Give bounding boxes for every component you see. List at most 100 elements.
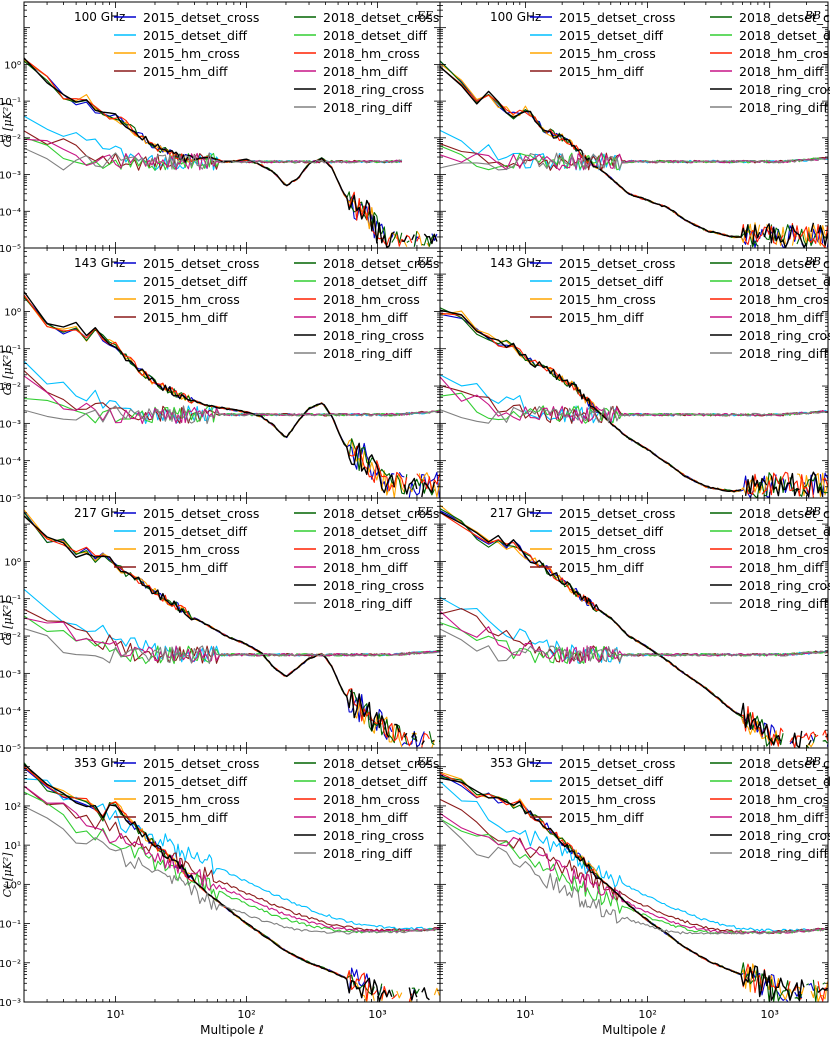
series-2018_detset_diff: [440, 392, 828, 424]
x-tick-label: 10²: [237, 1008, 255, 1021]
series-group: [440, 505, 828, 748]
series-2018_hm_diff: [440, 376, 828, 424]
panel-spectrum-label: EE: [416, 505, 433, 518]
legend-label: 2015_detset_diff: [559, 774, 663, 789]
y-tick-label: 10⁻³: [0, 171, 21, 182]
panel-frequency-label: 143 GHz: [490, 256, 541, 270]
panel-frequency-label: 217 GHz: [490, 506, 541, 520]
y-tick-label: 10²: [4, 802, 21, 813]
legend-label: 2018_hm_diff: [739, 64, 824, 79]
legend-label: 2018_ring_cross: [323, 828, 424, 843]
series-2015_detset_diff: [440, 781, 828, 933]
series-2018_hm_cross: [440, 772, 828, 1002]
legend-label: 2018_ring_diff: [323, 846, 412, 861]
series-2018_ring_diff: [440, 405, 828, 424]
legend-label: 2015_detset_cross: [559, 10, 675, 25]
y-tick-label: 10⁻³: [0, 998, 21, 1009]
x-axis-label: Multipole ℓ: [200, 1023, 264, 1037]
legend-label: 2018_detset_cross: [739, 506, 830, 521]
legend-label: 2015_detset_cross: [143, 506, 259, 521]
series-2015_detset_diff: [24, 778, 440, 931]
legend-label: 2018_ring_cross: [323, 328, 424, 343]
legend-label: 2018_hm_cross: [739, 46, 830, 61]
series-2018_hm_diff: [440, 812, 828, 935]
legend-label: 2018_hm_cross: [323, 46, 420, 61]
series-2018_detset_diff: [24, 615, 440, 665]
panel-frequency-label: 100 GHz: [490, 10, 541, 24]
legend-label: 2015_detset_cross: [143, 756, 259, 771]
legend-label: 2018_hm_cross: [323, 542, 420, 557]
y-tick-label: 10⁻³: [0, 419, 21, 430]
y-tick-label: 10⁰: [4, 557, 21, 568]
panel-frame: [439, 747, 829, 1003]
legend-label: 2018_detset_diff: [323, 774, 427, 789]
legend-label: 2015_hm_cross: [559, 292, 656, 307]
panel-217ghz-bb: 217 GHz BB 2015_detset_cross 2015_detset_di…: [439, 497, 830, 749]
legend-label: 2015_hm_diff: [559, 560, 644, 575]
legend-label: 2018_hm_diff: [323, 64, 408, 79]
legend-label: 2015_hm_cross: [143, 542, 240, 557]
legend-label: 2015_detset_diff: [559, 28, 663, 43]
legend-label: 2015_detset_diff: [559, 274, 663, 289]
series-2018_ring_diff: [440, 818, 828, 935]
legend-label: 2018_detset_cross: [739, 256, 830, 271]
y-axis-label: Cℓ [μK²]: [1, 350, 14, 396]
series-2015_detset_cross: [440, 775, 827, 1002]
y-tick-label: 10⁻¹: [0, 345, 21, 356]
legend-label: 2015_hm_diff: [559, 310, 644, 325]
legend-label: 2018_ring_cross: [739, 828, 830, 843]
legend-label: 2018_ring_diff: [739, 846, 828, 861]
legend-label: 2015_detset_diff: [143, 774, 247, 789]
panel-353ghz-ee: 10⁻³ 10⁻² 10⁻¹ 10⁰ 10¹ 10² 353 GHz EE 2015_detse…: [0, 747, 442, 1009]
legend-label: 2015_detset_cross: [143, 10, 259, 25]
legend-label: 2018_detset_cross: [739, 756, 830, 771]
legend-label: 2015_hm_cross: [143, 792, 240, 807]
panel-frequency-label: 217 GHz: [74, 506, 125, 520]
panel-spectrum-label: EE: [416, 9, 433, 22]
legend-label: 2015_hm_diff: [559, 64, 644, 79]
legend-label: 2018_ring_diff: [739, 596, 828, 611]
panel-100ghz-bb: 100 GHz BB 2015_detset_cross 2015_detset_di…: [439, 1, 830, 249]
y-tick-label: 10⁻¹: [0, 97, 21, 108]
series-group: [24, 763, 442, 1002]
panel-143ghz-ee: 10⁻⁵ 10⁻⁴ 10⁻³ 10⁻² 10⁻¹ 10⁰ 143 GHz EE 2015_det…: [0, 247, 441, 505]
y-tick-label: 10⁻⁵: [0, 494, 21, 505]
y-tick-label: 10⁻³: [0, 669, 21, 680]
legend-label: 2015_detset_diff: [143, 28, 247, 43]
legend-label: 2018_detset_cross: [323, 756, 439, 771]
y-axis-label: Cℓ [μK²]: [1, 102, 14, 148]
series-group: [440, 60, 828, 248]
legend-label: 2015_hm_diff: [143, 560, 228, 575]
legend-label: 2018_detset_diff: [739, 774, 830, 789]
legend-label: 2018_hm_diff: [323, 810, 408, 825]
y-tick-label: 10⁻⁴: [0, 707, 21, 718]
legend-label: 2015_hm_cross: [143, 292, 240, 307]
panel-frequency-label: 100 GHz: [74, 10, 125, 24]
series-group: [24, 58, 442, 248]
series-2018_detset_cross: [24, 512, 440, 746]
legend-label: 2018_ring_cross: [323, 578, 424, 593]
legend-label: 2018_hm_cross: [739, 292, 830, 307]
legend-label: 2018_hm_cross: [739, 542, 830, 557]
series-2018_detset_diff: [440, 145, 828, 171]
legend-label: 2018_detset_cross: [323, 10, 439, 25]
legend-label: 2015_hm_diff: [143, 310, 228, 325]
legend-label: 2018_hm_cross: [323, 792, 420, 807]
series-2018_ring_diff: [24, 405, 440, 425]
series-2018_hm_diff: [24, 375, 440, 425]
y-tick-label: 10⁻⁵: [0, 744, 21, 755]
series-2015_hm_diff: [440, 143, 828, 171]
legend-label: 2018_detset_diff: [323, 274, 427, 289]
legend-label: 2015_hm_cross: [559, 542, 656, 557]
series-group: [440, 771, 828, 1002]
series-2018_ring_diff: [24, 805, 440, 935]
series-group: [440, 307, 828, 498]
legend-label: 2015_detset_diff: [143, 274, 247, 289]
y-tick-label: 10¹: [4, 841, 21, 852]
series-2018_ring_cross: [440, 511, 828, 748]
legend-label: 2018_detset_diff: [739, 274, 830, 289]
y-axis-label: Cℓ [μK²]: [1, 600, 14, 646]
y-tick-label: 10⁻²: [0, 959, 21, 970]
